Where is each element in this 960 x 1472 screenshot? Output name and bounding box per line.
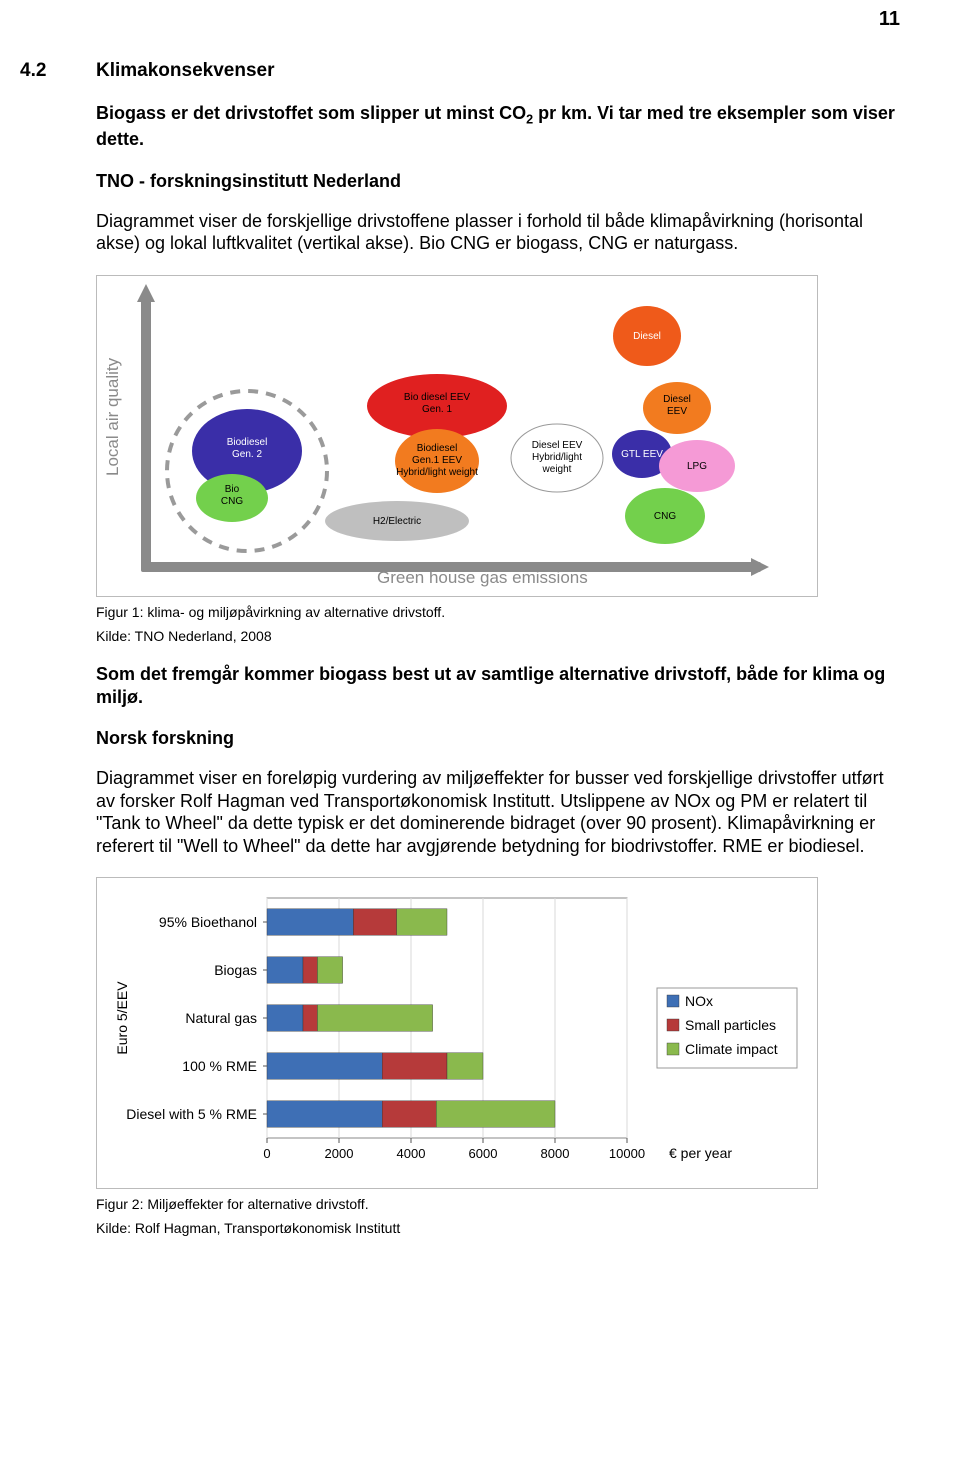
- svg-text:10000: 10000: [609, 1146, 645, 1161]
- svg-text:Euro 5/EEV: Euro 5/EEV: [114, 981, 130, 1055]
- figure-2-barchart: 0 2000 4000 6000 8000 10000 € per year Euro 5/E…: [96, 877, 818, 1189]
- svg-text:Biodiesel: Biodiesel: [417, 443, 458, 454]
- svg-text:95% Bioethanol: 95% Bioethanol: [159, 914, 257, 930]
- figure-1-scatter: BiodieselGen. 2BioCNGH2/ElectricBio dies…: [96, 275, 818, 597]
- svg-text:weight: weight: [542, 464, 572, 475]
- svg-text:Gen.1 EEV: Gen.1 EEV: [412, 455, 462, 466]
- fig1-x-axis-label: Green house gas emissions: [377, 568, 588, 588]
- svg-text:0: 0: [263, 1146, 270, 1161]
- intro-paragraph: Biogass er det drivstoffet som slipper u…: [96, 102, 900, 151]
- svg-text:LPG: LPG: [687, 461, 707, 472]
- svg-text:EEV: EEV: [667, 406, 687, 417]
- svg-text:Hybrid/light weight: Hybrid/light weight: [396, 467, 478, 478]
- tno-heading: TNO - forskningsinstitutt Nederland: [96, 171, 900, 192]
- svg-text:GTL EEV: GTL EEV: [621, 449, 663, 460]
- section-header: 4.2 Klimakonsekvenser: [20, 60, 900, 82]
- norsk-heading: Norsk forskning: [96, 728, 900, 749]
- svg-text:100 % RME: 100 % RME: [182, 1058, 257, 1074]
- svg-text:Hybrid/light: Hybrid/light: [532, 452, 582, 463]
- svg-text:Climate impact: Climate impact: [685, 1041, 778, 1057]
- tno-paragraph: Diagrammet viser de forskjellige drivsto…: [96, 210, 900, 255]
- body-column: Biogass er det drivstoffet som slipper u…: [96, 102, 900, 1238]
- svg-text:4000: 4000: [397, 1146, 426, 1161]
- svg-text:6000: 6000: [469, 1146, 498, 1161]
- svg-text:Gen. 2: Gen. 2: [232, 449, 262, 460]
- svg-text:NOx: NOx: [685, 993, 713, 1009]
- page: 11 4.2 Klimakonsekvenser Biogass er det …: [0, 0, 960, 1472]
- svg-text:CNG: CNG: [654, 511, 676, 522]
- fig1-y-axis-label: Local air quality: [103, 358, 123, 476]
- svg-text:€ per year: € per year: [669, 1145, 732, 1161]
- fig1-caption-line2: Kilde: TNO Nederland, 2008: [96, 627, 900, 645]
- svg-text:Diesel EEV: Diesel EEV: [532, 440, 583, 451]
- fig1-caption-line1: Figur 1: klima- og miljøpåvirkning av al…: [96, 603, 900, 621]
- svg-text:Bio diesel EEV: Bio diesel EEV: [404, 392, 470, 403]
- svg-text:Natural gas: Natural gas: [185, 1010, 257, 1026]
- svg-text:Bio: Bio: [225, 484, 240, 495]
- mid-paragraph: Som det fremgår kommer biogass best ut a…: [96, 663, 900, 708]
- svg-text:Biodiesel: Biodiesel: [227, 437, 268, 448]
- svg-text:8000: 8000: [541, 1146, 570, 1161]
- svg-text:Diesel: Diesel: [663, 394, 691, 405]
- svg-text:Diesel with 5 % RME: Diesel with 5 % RME: [126, 1106, 257, 1122]
- svg-text:Gen. 1: Gen. 1: [422, 404, 452, 415]
- svg-text:CNG: CNG: [221, 496, 243, 507]
- svg-text:Biogas: Biogas: [214, 962, 257, 978]
- section-number: 4.2: [20, 60, 70, 82]
- svg-text:H2/Electric: H2/Electric: [373, 516, 421, 527]
- norsk-paragraph: Diagrammet viser en foreløpig vurdering …: [96, 767, 900, 857]
- svg-text:Small particles: Small particles: [685, 1017, 776, 1033]
- section-title: Klimakonsekvenser: [96, 60, 275, 82]
- fig2-caption-line1: Figur 2: Miljøeffekter for alternative d…: [96, 1195, 900, 1213]
- page-number: 11: [879, 8, 900, 31]
- fig2-caption-line2: Kilde: Rolf Hagman, Transportøkonomisk I…: [96, 1219, 900, 1237]
- svg-text:2000: 2000: [325, 1146, 354, 1161]
- svg-text:Diesel: Diesel: [633, 331, 661, 342]
